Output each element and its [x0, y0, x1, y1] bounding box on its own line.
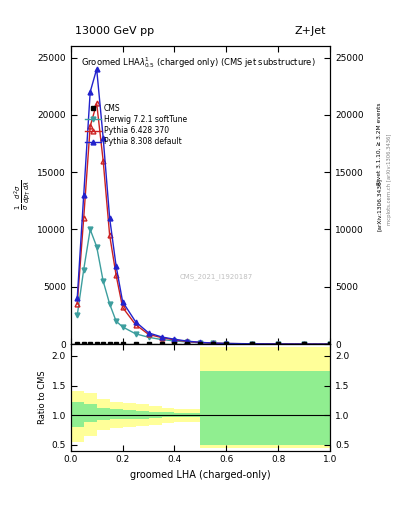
CMS: [94, 341, 99, 347]
Pythia 8.308 default: [198, 339, 203, 346]
CMS: [250, 341, 255, 347]
Pythia 8.308 default: [94, 66, 99, 72]
Herwig 7.2.1 softTune: [146, 334, 151, 340]
X-axis label: groomed LHA (charged-only): groomed LHA (charged-only): [130, 470, 271, 480]
Pythia 6.428 370: [146, 331, 151, 337]
Pythia 6.428 370: [224, 340, 229, 347]
Pythia 6.428 370: [133, 322, 138, 328]
CMS: [133, 341, 138, 347]
Pythia 6.428 370: [276, 341, 281, 347]
Pythia 8.308 default: [114, 263, 119, 269]
Herwig 7.2.1 softTune: [276, 341, 281, 347]
CMS: [172, 341, 177, 347]
CMS: [75, 341, 79, 347]
Pythia 8.308 default: [88, 89, 93, 95]
Pythia 8.308 default: [107, 215, 112, 221]
Herwig 7.2.1 softTune: [250, 341, 255, 347]
CMS: [101, 341, 105, 347]
Pythia 6.428 370: [114, 272, 119, 279]
Herwig 7.2.1 softTune: [328, 341, 332, 347]
Herwig 7.2.1 softTune: [198, 339, 203, 346]
Pythia 6.428 370: [185, 338, 190, 345]
Herwig 7.2.1 softTune: [114, 318, 119, 324]
CMS: [159, 341, 164, 347]
Herwig 7.2.1 softTune: [88, 226, 93, 232]
CMS: [146, 341, 151, 347]
Text: [arXiv:1306.3436]: [arXiv:1306.3436]: [377, 178, 382, 231]
CMS: [198, 341, 203, 347]
CMS: [114, 341, 119, 347]
Text: 13000 GeV pp: 13000 GeV pp: [75, 26, 154, 36]
Herwig 7.2.1 softTune: [101, 278, 105, 284]
Pythia 8.308 default: [172, 336, 177, 343]
Herwig 7.2.1 softTune: [172, 338, 177, 344]
CMS: [211, 341, 216, 347]
Herwig 7.2.1 softTune: [211, 340, 216, 346]
Pythia 6.428 370: [328, 341, 332, 347]
Pythia 8.308 default: [224, 340, 229, 347]
CMS: [107, 341, 112, 347]
Pythia 8.308 default: [185, 338, 190, 344]
CMS: [302, 341, 307, 347]
CMS: [120, 341, 125, 347]
Pythia 8.308 default: [328, 341, 332, 347]
Pythia 6.428 370: [159, 334, 164, 340]
CMS: [185, 341, 190, 347]
Pythia 6.428 370: [81, 215, 86, 221]
Pythia 8.308 default: [75, 295, 79, 302]
Herwig 7.2.1 softTune: [159, 336, 164, 343]
Pythia 8.308 default: [120, 298, 125, 305]
Pythia 6.428 370: [302, 341, 307, 347]
Legend: CMS, Herwig 7.2.1 softTune, Pythia 6.428 370, Pythia 8.308 default: CMS, Herwig 7.2.1 softTune, Pythia 6.428…: [83, 100, 190, 150]
Pythia 6.428 370: [120, 304, 125, 310]
Pythia 8.308 default: [133, 318, 138, 325]
Line: Herwig 7.2.1 softTune: Herwig 7.2.1 softTune: [75, 227, 332, 347]
Line: Pythia 6.428 370: Pythia 6.428 370: [75, 101, 332, 347]
Pythia 8.308 default: [159, 334, 164, 340]
Pythia 6.428 370: [172, 337, 177, 343]
Herwig 7.2.1 softTune: [107, 301, 112, 307]
Pythia 6.428 370: [211, 340, 216, 346]
Text: mcplots.cern.ch [arXiv:1306.3436]: mcplots.cern.ch [arXiv:1306.3436]: [387, 134, 391, 225]
Herwig 7.2.1 softTune: [75, 312, 79, 318]
Text: Z+Jet: Z+Jet: [295, 26, 326, 36]
Text: CMS_2021_I1920187: CMS_2021_I1920187: [180, 273, 253, 280]
Text: Groomed LHA$\lambda^1_{0.5}$ (charged only) (CMS jet substructure): Groomed LHA$\lambda^1_{0.5}$ (charged on…: [81, 55, 316, 70]
Pythia 8.308 default: [250, 340, 255, 347]
CMS: [88, 341, 93, 347]
Line: Pythia 8.308 default: Pythia 8.308 default: [75, 67, 332, 347]
Herwig 7.2.1 softTune: [120, 324, 125, 330]
Pythia 6.428 370: [250, 341, 255, 347]
Y-axis label: $\frac{1}{\sigma}\,\frac{d^2\sigma}{d p_T\,d\lambda}$: $\frac{1}{\sigma}\,\frac{d^2\sigma}{d p_…: [12, 180, 33, 210]
CMS: [276, 341, 281, 347]
CMS: [224, 341, 229, 347]
Pythia 6.428 370: [75, 301, 79, 307]
Pythia 6.428 370: [107, 232, 112, 238]
Pythia 6.428 370: [101, 158, 105, 164]
Pythia 8.308 default: [211, 340, 216, 346]
CMS: [328, 341, 332, 347]
Herwig 7.2.1 softTune: [185, 339, 190, 345]
Pythia 8.308 default: [302, 341, 307, 347]
Y-axis label: Ratio to CMS: Ratio to CMS: [39, 371, 47, 424]
Pythia 8.308 default: [146, 330, 151, 336]
Pythia 8.308 default: [81, 192, 86, 198]
CMS: [81, 341, 86, 347]
Text: Rivet 3.1.10, ≥ 3.2M events: Rivet 3.1.10, ≥ 3.2M events: [377, 102, 382, 185]
Herwig 7.2.1 softTune: [224, 340, 229, 347]
Pythia 6.428 370: [198, 339, 203, 346]
Pythia 8.308 default: [276, 341, 281, 347]
Herwig 7.2.1 softTune: [94, 244, 99, 250]
Herwig 7.2.1 softTune: [302, 341, 307, 347]
Herwig 7.2.1 softTune: [133, 331, 138, 337]
Line: CMS: CMS: [75, 342, 332, 346]
Pythia 6.428 370: [94, 100, 99, 106]
Pythia 8.308 default: [101, 135, 105, 141]
Herwig 7.2.1 softTune: [81, 267, 86, 273]
Pythia 6.428 370: [88, 123, 93, 130]
